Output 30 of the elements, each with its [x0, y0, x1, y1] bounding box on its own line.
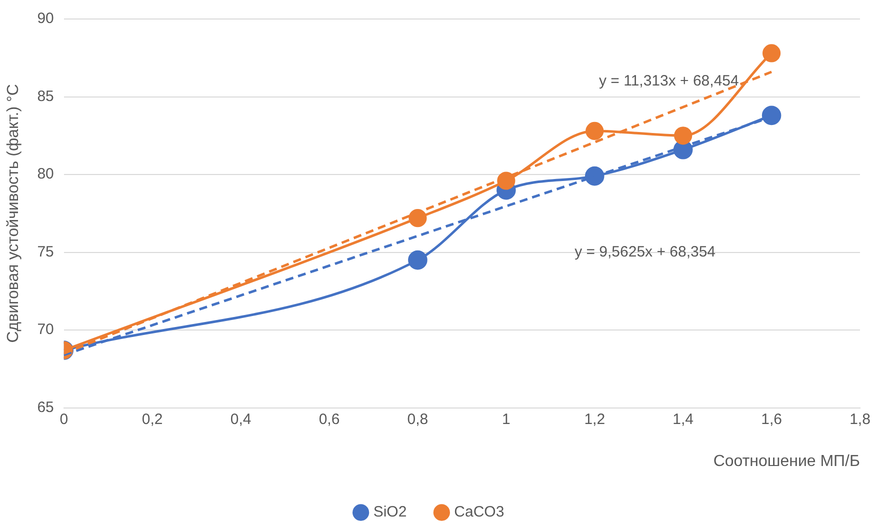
x-tick-label: 1,4	[672, 410, 694, 428]
y-tick-label: 65	[37, 398, 54, 416]
point	[762, 44, 781, 62]
legend-label: SiO2	[373, 504, 407, 521]
legend-label: CaCO3	[454, 504, 504, 521]
x-tick-label: 0	[60, 410, 68, 428]
y-tick-label: 70	[37, 321, 54, 338]
y-tick-label: 75	[37, 243, 54, 260]
point	[497, 172, 516, 190]
point	[674, 126, 692, 145]
point	[586, 122, 604, 140]
point	[408, 250, 428, 270]
x-tick-label: 1	[502, 410, 510, 428]
x-tick-label: 1,6	[761, 410, 782, 428]
x-axis-title: Соотношение МП/Б	[713, 452, 860, 470]
y-axis-title: Сдвиговая устойчивость (факт.) °C	[5, 84, 22, 343]
x-tick-label: 0,2	[142, 410, 163, 428]
annotation: y = 11,313x + 68,454	[599, 72, 739, 90]
x-tick-label: 1,8	[850, 410, 870, 428]
point	[762, 106, 782, 126]
y-tick-label: 90	[37, 10, 54, 28]
point	[584, 166, 604, 186]
point	[408, 209, 427, 228]
x-tick-label: 0,6	[318, 410, 340, 428]
annotation: y = 9,5625x + 68,354	[574, 243, 716, 260]
y-tick-label: 85	[37, 88, 54, 105]
y-tick-label: 80	[37, 166, 54, 183]
x-tick-label: 0,8	[407, 410, 428, 428]
x-tick-label: 0,4	[230, 410, 252, 428]
x-tick-label: 1,2	[584, 410, 606, 428]
